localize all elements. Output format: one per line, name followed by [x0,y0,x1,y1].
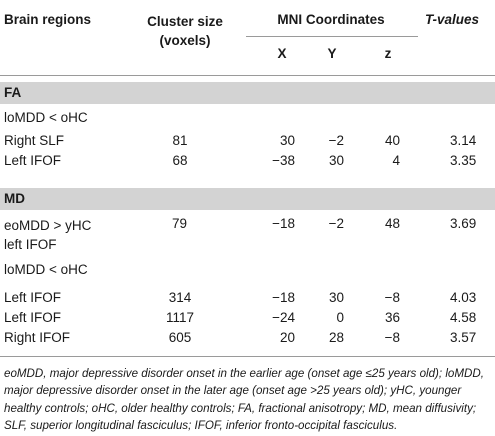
fa-row-2-region: Left IFOF [4,153,62,168]
header-x: X [277,46,287,61]
fa-row-1-t: 3.14 [450,133,477,148]
md-first-x: −18 [272,216,295,231]
fa-contrast-label: loMDD < oHC [4,110,88,125]
fa-row-1-y: −2 [328,133,344,148]
md-row-1-y: 30 [328,290,344,305]
md-row-2-cluster: 1117 [165,310,195,325]
fa-row-2-cluster: 68 [172,153,188,168]
md-first-y: −2 [328,216,344,231]
md-section-band [0,188,495,210]
md-row-3-z: −8 [384,330,400,345]
md-row-2-z: 36 [384,310,400,325]
md-row-3-t: 3.57 [450,330,477,345]
table-bottom-rule [0,356,495,357]
fa-row-1-cluster: 81 [172,133,188,148]
md-row-3-cluster: 605 [168,330,192,345]
fa-section-label: FA [4,85,22,100]
fa-row-2-t: 3.35 [450,153,477,168]
md-first-region-line2: left IFOF [4,237,57,252]
fa-row-1-region: Right SLF [4,133,65,148]
md-row-1-t: 4.03 [450,290,477,305]
md-contrast-label: loMDD < oHC [4,262,88,277]
md-row-2-region: Left IFOF [4,310,62,325]
md-row-2-y: 0 [336,310,344,325]
md-first-z: 48 [384,216,400,231]
table-footnote: eoMDD, major depressive disorder onset i… [4,367,484,432]
md-row-3-x: 20 [279,330,295,345]
md-row-1-region: Left IFOF [4,290,62,305]
fa-row-2-z: 4 [392,153,400,168]
fa-row-2-x: −38 [272,153,295,168]
fa-section-band [0,82,495,104]
md-row-2-t: 4.58 [450,310,477,325]
header-t-values: T-values [425,12,479,27]
header-cluster-size: Cluster size (voxels) [130,12,240,50]
mni-underline [246,36,418,37]
header-bottom-rule [0,75,495,76]
md-row-1-cluster: 314 [168,290,192,305]
header-cluster-line1: Cluster size [147,14,223,29]
header-brain-regions: Brain regions [4,12,92,27]
fa-row-1-z: 40 [384,133,400,148]
md-row-3-y: 28 [328,330,344,345]
md-section-label: MD [4,191,25,206]
md-first-region-line1: eoMDD > yHC [4,218,92,233]
header-t-values-text: T-values [425,12,480,27]
md-row-3-region: Right IFOF [4,330,71,345]
header-mni-coordinates: MNI Coordinates [277,12,385,27]
md-row-1-x: −18 [272,290,295,305]
header-z-text: z [384,46,392,61]
header-z: z [368,46,408,61]
md-first-t: 3.69 [450,216,477,231]
header-y: Y [327,46,337,61]
md-first-cluster: 79 [172,216,188,231]
md-row-2-x: −24 [272,310,295,325]
fa-row-1-x: 30 [279,133,295,148]
md-row-1-z: −8 [384,290,400,305]
md-first-region: eoMDD > yHC left IFOF [4,216,91,254]
header-cluster-line2: (voxels) [159,33,211,48]
fa-row-2-y: 30 [328,153,344,168]
